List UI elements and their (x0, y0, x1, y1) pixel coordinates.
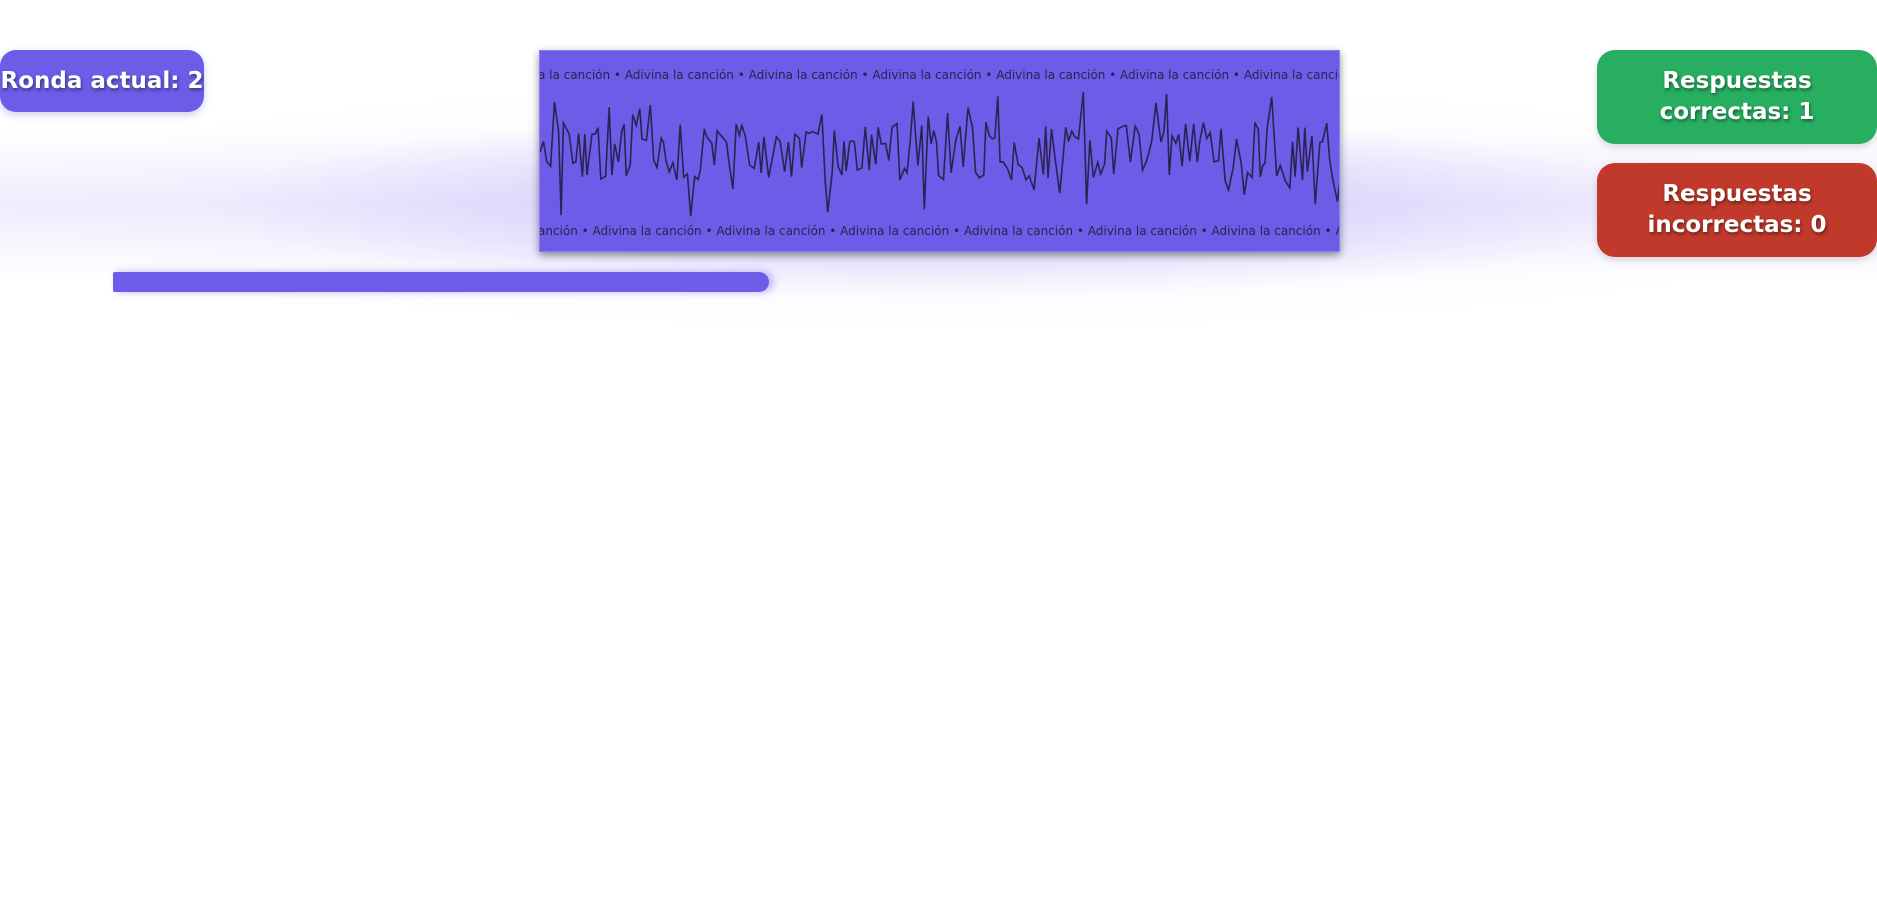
marquee-bottom: anción • Adivina la canción • Adivina la… (539, 224, 1339, 238)
current-round-label: Ronda actual: 2 (0, 68, 204, 94)
marquee-top: a la canción • Adivina la canción • Adiv… (540, 68, 1339, 82)
song-progress-bar (113, 272, 903, 292)
current-round-badge: Ronda actual: 2 (0, 50, 204, 112)
song-progress-fill (113, 272, 769, 292)
correct-answers-badge: Respuestas correctas: 1 (1597, 50, 1877, 144)
waveform-visual (540, 92, 1339, 217)
waveform-line (540, 92, 1339, 217)
audio-waveform-panel: a la canción • Adivina la canción • Adiv… (539, 50, 1340, 252)
correct-answers-label: Respuestas correctas: 1 (1659, 68, 1815, 125)
incorrect-answers-label: Respuestas incorrectas: 0 (1647, 181, 1827, 238)
incorrect-answers-badge: Respuestas incorrectas: 0 (1597, 163, 1877, 257)
